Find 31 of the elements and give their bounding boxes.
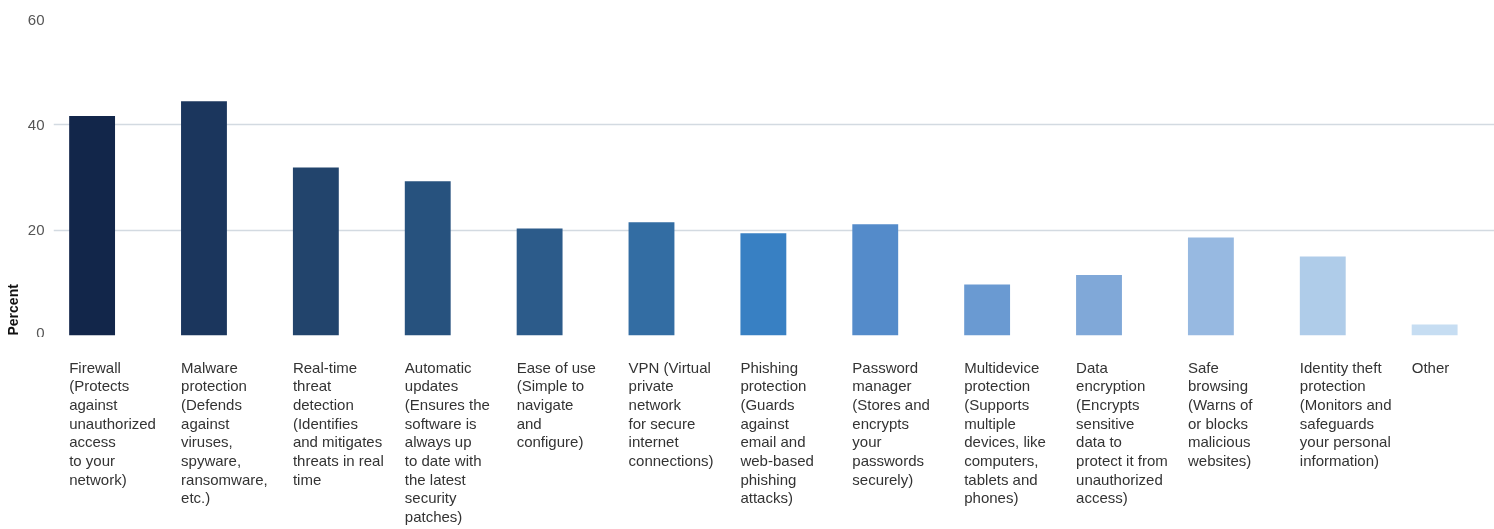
y-tick-label: 60 — [27, 10, 45, 28]
bar — [964, 284, 1011, 336]
bar — [292, 167, 339, 336]
y-axis-title: Percent — [4, 283, 21, 336]
x-tick-label: VPN (Virtual private network for secure internet connections) — [628, 358, 714, 469]
bar — [181, 101, 227, 336]
bar — [1411, 324, 1458, 336]
bar — [740, 233, 787, 336]
bar — [1187, 237, 1234, 336]
bar — [404, 181, 451, 336]
x-tick-label: Phishing protection (Guards against email and web-based phishing attacks) — [739, 358, 814, 507]
y-tick-label: 20 — [27, 221, 45, 239]
bar — [69, 115, 116, 336]
x-tick-label: Identity theft protection (Monitors and safeguards your personal information) — [1299, 358, 1392, 469]
category-label: Automatic updates (Ensures the software is always up to date with the latest security patches) — [404, 358, 490, 526]
x-tick-label: Ease of use (Simple to navigate and configure) — [516, 358, 596, 451]
x-tick-label: Safe browsing (Warns of or blocks malicious websites) — [1186, 358, 1254, 469]
y-tick-label: 0 — [36, 323, 45, 341]
x-tick-label: Firewall (Protects against unauthorized access to your network) — [69, 358, 156, 488]
bar — [1076, 274, 1122, 336]
bar — [628, 222, 675, 336]
x-tick-label: Password manager (Stores and encrypts your passwords securely) — [852, 358, 930, 488]
bar — [852, 224, 899, 336]
x-tick-label: Other — [1411, 358, 1450, 376]
bar — [516, 228, 563, 336]
x-tick-label: Data encryption (Encrypts sensitive data to protect it from unauthorized access) — [1076, 358, 1168, 507]
bar — [1299, 256, 1346, 336]
x-tick-label: Multidevice protection (Supports multiple devices, like computers, tablets and phones) — [964, 358, 1046, 507]
x-tick-label: Real-time threat detection (Identifies and mitigates threats in real time — [292, 358, 384, 488]
y-tick-label: 40 — [27, 115, 45, 133]
x-tick-label: Malware protection (Defends against viruses, spyware, ransomware, etc.) — [181, 358, 268, 507]
